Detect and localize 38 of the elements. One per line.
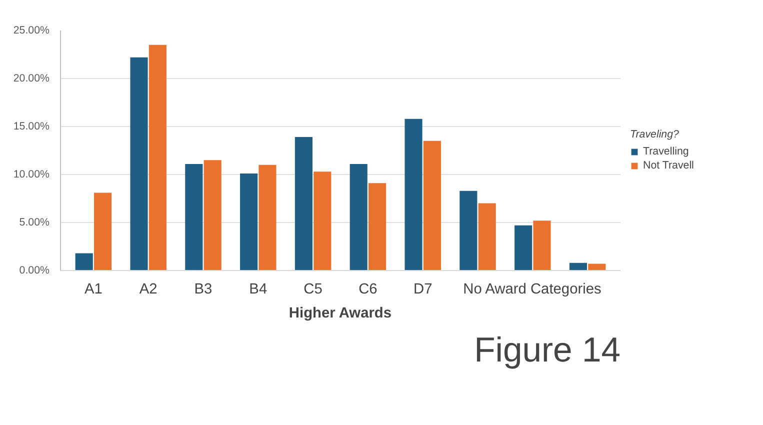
bar — [460, 190, 478, 270]
bar — [569, 262, 588, 270]
x-tick-label: D7 — [413, 282, 432, 298]
bar — [368, 183, 386, 270]
bar — [185, 164, 203, 270]
y-tick-label: 0.00% — [19, 264, 50, 276]
bar — [514, 225, 532, 270]
bar — [350, 164, 368, 270]
y-tick-label: 5.00% — [19, 216, 50, 228]
legend-title: Traveling? — [630, 128, 680, 140]
bar — [75, 253, 93, 270]
x-tick-label: B4 — [249, 282, 268, 298]
bar — [533, 220, 551, 270]
bar — [404, 118, 422, 270]
y-tick-label: 25.00% — [13, 24, 50, 36]
x-axis-title: Higher Awards — [288, 306, 392, 322]
y-tick-label: 10.00% — [13, 168, 50, 180]
x-tick-label: No Award Categories — [463, 282, 602, 298]
bar — [294, 137, 312, 270]
caption: Figure 14 — [474, 332, 621, 370]
bar — [94, 192, 112, 270]
bar — [130, 57, 148, 270]
bar — [258, 164, 276, 270]
x-tick-label: C6 — [358, 282, 378, 298]
x-tick-label: A1 — [84, 282, 102, 298]
x-tick-label: A2 — [139, 282, 158, 298]
bar — [204, 160, 222, 270]
x-tick-label: C5 — [304, 282, 322, 298]
legend-label: Travelling — [643, 146, 689, 158]
y-tick-label: 20.00% — [13, 72, 50, 84]
x-tick-label: B3 — [194, 282, 212, 298]
bar — [148, 44, 166, 270]
bar — [423, 140, 441, 270]
bar — [240, 174, 258, 270]
bar — [478, 203, 496, 270]
bar — [314, 172, 332, 270]
legend-label: Not Travell — [643, 160, 694, 172]
y-tick-label: 15.00% — [13, 120, 50, 132]
